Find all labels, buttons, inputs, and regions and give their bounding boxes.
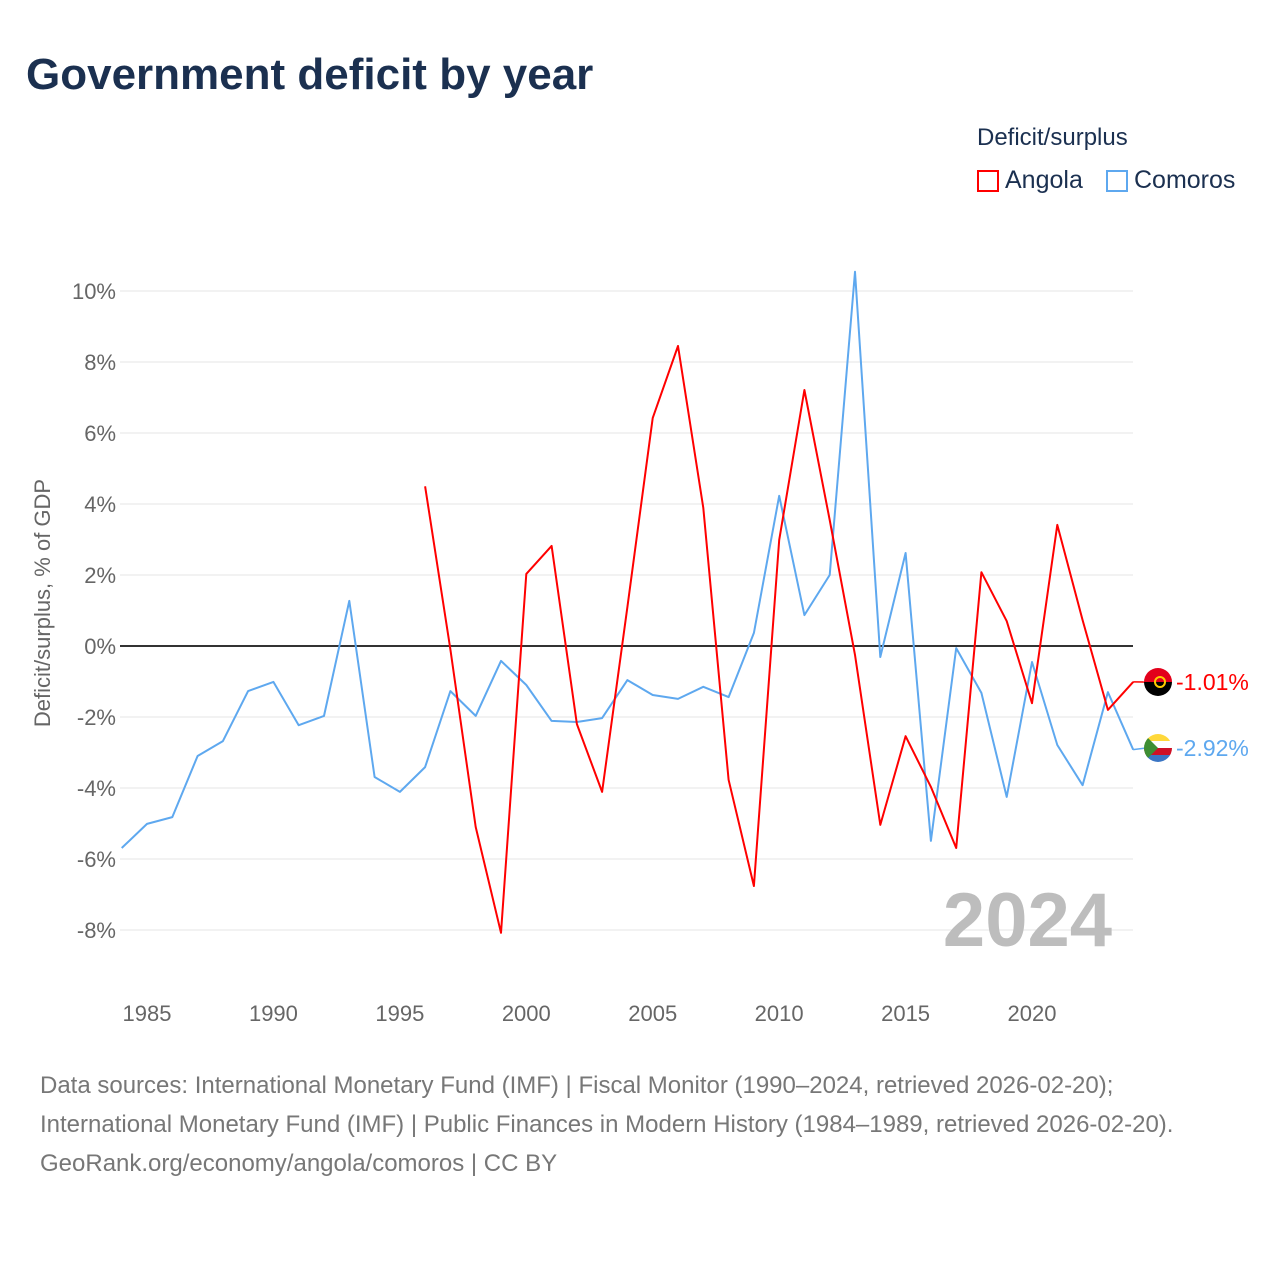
x-tick-label: 2010 <box>755 1001 804 1026</box>
y-tick-label: 8% <box>84 350 116 375</box>
x-tick-label: 1985 <box>123 1001 172 1026</box>
series-line-angola <box>424 345 1134 934</box>
end-connector-comoros <box>1133 747 1147 751</box>
legend-swatch-angola <box>977 169 999 192</box>
chart-plot: -8% -6% -4% -2% 0% 2% 4% 6% 8% 10% 1985 1990 1995 200… <box>30 270 1249 1026</box>
comoros-flag-icon <box>1144 734 1172 762</box>
x-tick-label: 2020 <box>1008 1001 1057 1026</box>
legend-label-comoros: Comoros <box>1134 166 1236 194</box>
legend-item-comoros[interactable]: Comoros <box>1106 166 1235 195</box>
y-tick-label: -8% <box>77 918 116 943</box>
x-tick-label: 1990 <box>249 1001 298 1026</box>
x-tick-label: 2005 <box>628 1001 677 1026</box>
y-tick-label: -2% <box>77 705 116 730</box>
y-tick-label: -4% <box>77 776 116 801</box>
x-tick-label: 2015 <box>881 1001 930 1026</box>
x-tick-label: 1995 <box>375 1001 424 1026</box>
y-tick-label: 6% <box>84 421 116 446</box>
legend-swatch-comoros <box>1106 169 1128 192</box>
legend-item-angola[interactable]: Angola <box>977 166 1083 195</box>
credit-link[interactable]: GeoRank.org/economy/angola/comoros | CC … <box>40 1150 558 1177</box>
end-label-angola: -1.01% <box>1176 669 1249 695</box>
year-watermark: 2024 <box>943 878 1112 963</box>
y-tick-label: 10% <box>72 279 116 304</box>
chart-title: Government deficit by year <box>26 50 594 99</box>
y-tick-label: 2% <box>84 563 116 588</box>
x-tick-label: 2000 <box>502 1001 551 1026</box>
y-axis-label: Deficit/surplus, % of GDP <box>30 479 55 727</box>
y-tick-label: 4% <box>84 492 116 517</box>
series-line-comoros <box>121 270 1135 849</box>
legend-label-angola: Angola <box>1005 166 1083 194</box>
legend-title: Deficit/surplus <box>977 124 1128 151</box>
footer: Data sources: International Monetary Fun… <box>40 1066 1240 1183</box>
y-tick-label: 0% <box>84 634 116 659</box>
data-sources: Data sources: International Monetary Fun… <box>40 1072 1174 1138</box>
angola-flag-icon <box>1144 668 1172 696</box>
end-label-comoros: -2.92% <box>1176 735 1249 761</box>
y-tick-label: -6% <box>77 847 116 872</box>
